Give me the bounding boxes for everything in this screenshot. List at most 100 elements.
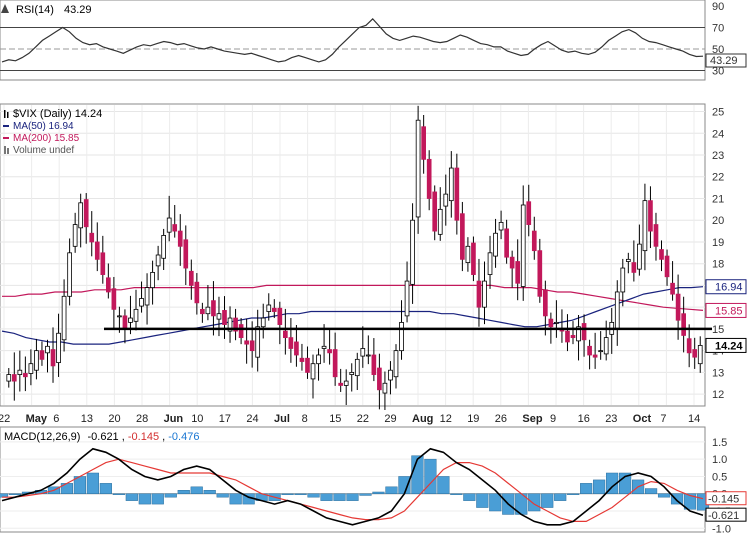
macd-value: -0.621 xyxy=(87,431,118,443)
candle-body xyxy=(94,241,100,260)
rsi-last-value-label: 43.29 xyxy=(64,4,92,16)
legend-entry-label: MA(200) 15.85 xyxy=(13,133,80,144)
candle-body xyxy=(471,242,476,275)
candle-body xyxy=(155,254,161,267)
macd-histogram-bar xyxy=(151,493,164,505)
candle-body xyxy=(587,345,592,356)
macd-badge-box xyxy=(705,491,747,506)
candle-body xyxy=(498,221,504,231)
macd-histogram-bar xyxy=(372,491,385,494)
macd-histogram-bar xyxy=(359,493,372,496)
x-tick-label: 10 xyxy=(191,413,203,425)
x-tick-label: 6 xyxy=(53,413,59,425)
candle-body xyxy=(620,267,626,293)
candle-body xyxy=(598,350,603,353)
candle-body xyxy=(675,293,681,321)
candle-body xyxy=(106,277,111,293)
candle-body xyxy=(454,167,460,221)
ma200-path xyxy=(2,284,704,311)
candle-body xyxy=(222,310,227,325)
ma200-badge-box xyxy=(705,302,747,318)
candle-body xyxy=(443,193,449,207)
rsi-line-path xyxy=(1,18,704,63)
candle-body xyxy=(205,306,211,315)
macd-histogram-bar xyxy=(216,493,229,498)
macd-tick-label: 0.5 xyxy=(712,471,727,483)
candle-body xyxy=(426,158,432,199)
price-badges: 16.94 15.85 14.24 xyxy=(705,279,747,353)
macd-histogram-bar xyxy=(229,493,242,505)
candle-body xyxy=(17,369,23,375)
candle-body xyxy=(653,224,659,247)
candle-body xyxy=(349,371,355,375)
candle-body xyxy=(144,287,150,306)
candle-body xyxy=(122,315,128,330)
candle-body xyxy=(194,281,200,304)
macd-histogram-bar xyxy=(203,490,216,494)
candle-body xyxy=(249,340,255,352)
candle-body xyxy=(50,349,56,367)
candle-body xyxy=(72,224,78,247)
candle-body xyxy=(39,350,45,360)
candle-body xyxy=(177,230,183,247)
candle-body xyxy=(166,217,172,233)
price-last-badge-box xyxy=(705,337,747,353)
candle-body xyxy=(664,255,670,278)
macd-histogram-bar xyxy=(346,493,359,501)
candle-body xyxy=(681,313,686,336)
candle-body xyxy=(642,200,648,252)
legend-entry-label: Volume undef xyxy=(13,145,74,156)
candle-body xyxy=(260,317,266,328)
candle-body xyxy=(382,382,388,394)
candle-body xyxy=(625,258,631,262)
x-tick-label: 9 xyxy=(550,413,556,425)
macd-histogram-bar xyxy=(437,476,450,494)
x-tick-label: 12 xyxy=(440,413,452,425)
legend-volume-icon xyxy=(7,148,9,154)
legend-candle-icon xyxy=(4,110,6,118)
candle-body xyxy=(360,348,366,357)
rsi-tick-label: 90 xyxy=(712,1,724,13)
candle-body xyxy=(227,317,233,332)
legend-entry-label: MA(50) 16.94 xyxy=(13,121,74,132)
candle-body xyxy=(592,354,598,358)
ma200-badge-text: 15.85 xyxy=(715,305,743,317)
legend-candle-icon xyxy=(7,112,9,118)
price-tick-label: 13 xyxy=(712,367,724,379)
rsi-label: RSI(14) xyxy=(16,4,54,16)
macd-histogram-bar xyxy=(567,493,580,495)
candle-body xyxy=(648,200,653,232)
macd-histogram-bar xyxy=(294,493,307,495)
macd-histogram-bar xyxy=(385,486,398,494)
x-tick-label: 8 xyxy=(302,413,308,425)
macd-line xyxy=(1,447,704,526)
rsi-panel-frame xyxy=(0,0,706,81)
candle-body xyxy=(244,340,249,345)
macd-histogram-bar xyxy=(463,493,476,501)
price-tick-label: 25 xyxy=(712,107,724,119)
x-tick-label: 29 xyxy=(384,413,396,425)
macd-histogram-bar xyxy=(8,493,22,495)
candle-body xyxy=(581,323,587,341)
candle-body xyxy=(216,313,222,320)
ma50-line xyxy=(1,286,704,345)
candle-body xyxy=(150,271,155,289)
candle-body xyxy=(393,350,399,378)
price-tick-label: 12 xyxy=(712,389,724,401)
candle-body xyxy=(139,298,144,307)
candle-body xyxy=(266,304,272,312)
candle-body xyxy=(365,354,371,357)
macd-histogram-bar xyxy=(398,476,411,494)
macd-histogram-bar xyxy=(489,493,502,512)
x-tick-label: 24 xyxy=(246,413,258,425)
candle-body xyxy=(327,349,332,354)
candle-body xyxy=(520,204,526,287)
x-tick-label: May xyxy=(26,413,48,425)
candle-body xyxy=(388,369,393,381)
candle-body xyxy=(299,357,305,362)
candle-body xyxy=(637,243,642,270)
macd-histogram-bar xyxy=(683,493,697,510)
rsi-panel: 90 70 50 30 RSI(14) 43.29 43.29 xyxy=(0,0,747,81)
macd-sep2: , xyxy=(162,431,168,443)
